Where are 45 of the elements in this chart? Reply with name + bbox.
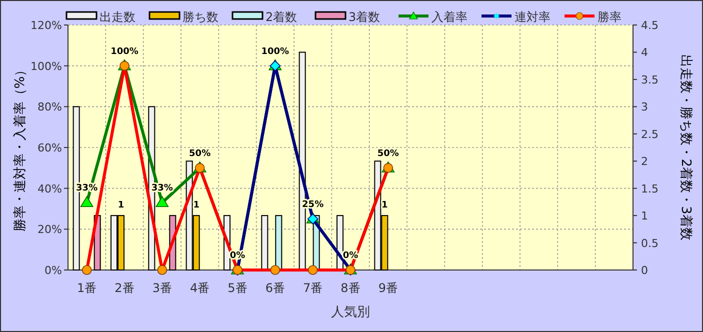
y-tick-label: 0% [44,264,62,277]
data-label: 1 [193,200,200,211]
x-tick-label: 6番 [265,281,285,295]
legend-label: 勝ち数 [182,10,218,24]
legend-label: 2着数 [266,10,298,24]
y-tick-label: 40% [38,182,62,196]
x-tick-label: 9番 [378,281,398,295]
y2-tick-label: 4.5 [641,19,658,32]
y2-tick-label: 1 [641,210,648,223]
y-tick-label: 20% [38,223,62,236]
data-label: 1 [382,200,388,211]
legend-label: 出走数 [100,10,136,24]
x-tick-label: 7番 [303,281,323,295]
y-tick-label: 100% [30,60,62,73]
legend-label: 連対率 [514,10,550,24]
y2-tick-label: 0.5 [641,236,658,250]
y2-axis-title: 出走数・勝ち数・2着数・3着数 [678,54,694,240]
legend-label: 3着数 [348,10,380,24]
y2-tick-label: 3 [641,100,648,114]
y-tick-label: 60% [38,142,62,154]
y2-tick-label: 2 [641,155,648,168]
x-tick-label: 4番 [190,281,210,295]
data-label: 100% [261,46,290,57]
y-tick-label: 80% [38,100,62,114]
data-label: 1 [118,200,124,211]
bar [275,215,282,270]
legend-label: 勝率 [598,10,622,24]
y2-tick-label: 3.5 [641,73,658,86]
x-axis-title: 人気別 [331,305,370,320]
y2-tick-label: 2.5 [641,128,658,141]
bar [261,215,268,270]
x-tick-label: 1番 [77,281,97,295]
x-tick-label: 3番 [152,281,172,295]
data-label: 50% [189,148,211,159]
x-tick-label: 8番 [340,281,360,295]
x-tick-label: 5番 [228,281,248,295]
data-label: 100% [110,46,138,57]
y-axis-title: 勝率・連対率・入着率（%） [12,63,28,232]
y2-tick-label: 4 [641,46,648,60]
y-tick-label: 120% [30,19,62,32]
legend-label: 入着率 [432,10,468,24]
x-tick-label: 2番 [114,281,134,295]
y2-tick-label: 1.5 [641,182,658,196]
y2-tick-label: 0 [641,264,648,277]
data-label: 50% [377,148,399,159]
